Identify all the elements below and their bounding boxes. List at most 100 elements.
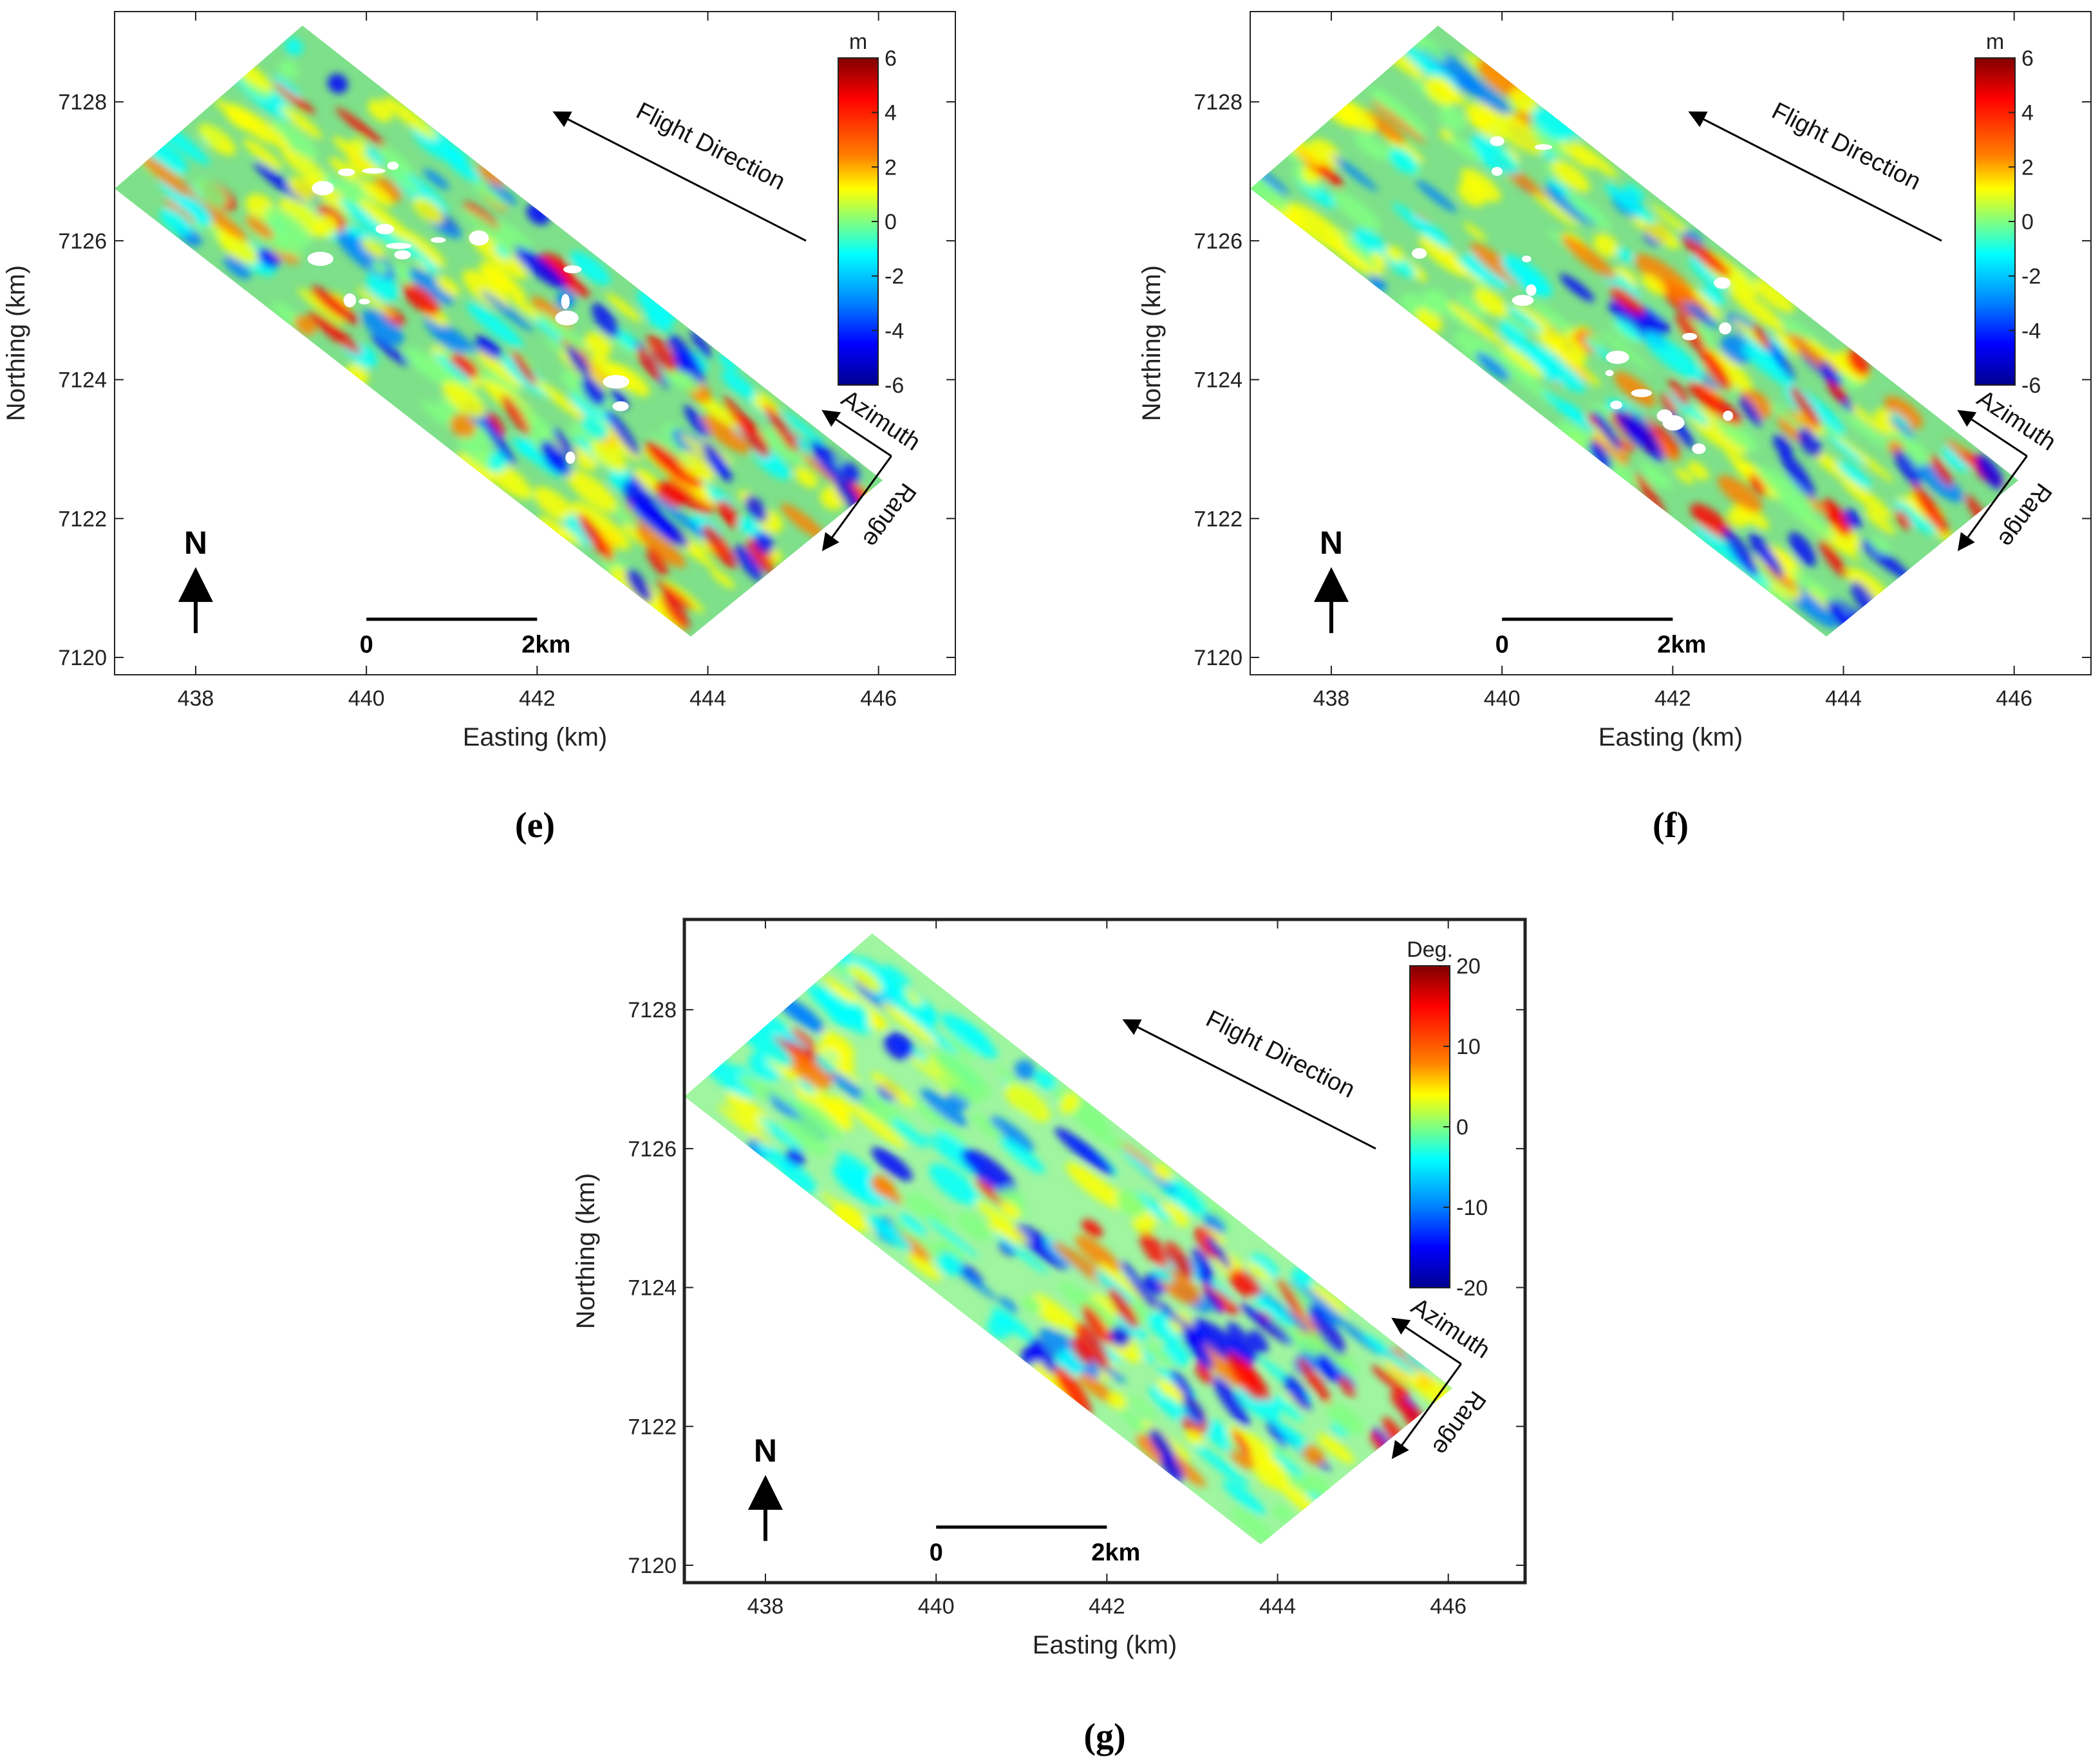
texture-blob xyxy=(941,1013,998,1059)
panel-g: 438 440 442 444 446 7120 7122 7124 7126 7128 Easti… xyxy=(572,918,1527,1756)
texture-blob xyxy=(1456,292,1487,317)
texture-blob xyxy=(993,1231,1049,1275)
colorbar-tick-label: -20 xyxy=(1456,1276,1488,1301)
texture-blob xyxy=(1327,1402,1365,1436)
texture-blob xyxy=(1841,478,1893,519)
texture-blob xyxy=(590,440,627,473)
no-data-patch xyxy=(1522,256,1532,263)
texture-blob xyxy=(297,288,344,325)
feature-blob xyxy=(684,404,709,438)
feature-blob xyxy=(1074,1322,1110,1368)
no-data-patch xyxy=(561,294,570,309)
texture-blob xyxy=(1587,334,1604,348)
no-data-patch xyxy=(387,162,399,170)
x-axis-label: Easting (km) xyxy=(1598,723,1743,751)
texture-blob xyxy=(1458,72,1511,115)
texture-blob xyxy=(1271,1451,1304,1478)
texture-blob xyxy=(327,73,348,94)
feature-blob xyxy=(1170,1369,1195,1402)
feature-blob xyxy=(1660,393,1677,414)
texture-blob xyxy=(198,124,236,156)
texture-blob xyxy=(423,260,439,274)
texture-blob xyxy=(473,181,505,207)
texture-blob xyxy=(655,580,694,610)
axes-frame xyxy=(114,11,956,675)
no-data-patch xyxy=(1692,443,1706,455)
colorbar-tick-label: 4 xyxy=(885,101,897,126)
texture-blob xyxy=(1415,180,1458,213)
texture-blob xyxy=(442,381,485,418)
feature-blob xyxy=(1895,509,1912,531)
texture-blob xyxy=(790,1028,818,1050)
texture-blob xyxy=(536,310,590,353)
texture-blob xyxy=(279,197,326,237)
texture-blob xyxy=(1741,345,1795,389)
texture-blob xyxy=(1593,233,1619,258)
texture-blob xyxy=(279,60,299,79)
texture-blob xyxy=(1501,254,1553,298)
feature-blob xyxy=(566,346,592,380)
feature-blob xyxy=(702,524,736,569)
texture-blob xyxy=(1571,140,1618,178)
scale-bar-end-label: 2km xyxy=(1091,1540,1140,1567)
texture-blob xyxy=(1203,1213,1226,1234)
texture-blob xyxy=(413,197,444,224)
axes-frame xyxy=(682,918,1527,1585)
texture-blob xyxy=(1362,1333,1418,1377)
texture-blob xyxy=(870,1072,915,1107)
x-tick-label: 446 xyxy=(860,686,897,711)
texture-blob xyxy=(511,437,561,478)
feature-blob xyxy=(1297,1358,1331,1404)
texture-blob xyxy=(1253,1458,1289,1491)
north-label: N xyxy=(184,525,207,561)
feature-blob xyxy=(487,411,505,436)
texture-blob xyxy=(245,215,274,240)
texture-blob xyxy=(926,1217,979,1258)
texture-blob xyxy=(1132,1218,1152,1235)
texture-blob xyxy=(614,506,637,525)
texture-blob xyxy=(1550,334,1587,366)
texture-blob xyxy=(462,351,520,397)
no-data-patch xyxy=(1526,284,1537,296)
feature-blob xyxy=(629,475,664,523)
texture-blob xyxy=(1609,286,1645,315)
texture-blob xyxy=(1644,469,1666,488)
x-tick-label: 442 xyxy=(1089,1594,1125,1619)
texture-blob xyxy=(1000,1201,1021,1220)
texture-blob xyxy=(542,259,590,297)
texture-blob xyxy=(1532,192,1579,229)
feature-blob xyxy=(1165,1241,1194,1279)
feature-blob xyxy=(1226,1352,1263,1401)
texture-blob xyxy=(1889,411,1911,428)
texture-blob xyxy=(1442,253,1487,288)
feature-blob xyxy=(1748,532,1776,568)
texture-blob xyxy=(781,411,825,446)
feature-blob xyxy=(1788,532,1816,567)
no-data-patch xyxy=(431,237,446,243)
feature-blob xyxy=(646,334,677,373)
feature-blob xyxy=(1826,377,1846,402)
no-data-patch xyxy=(343,293,357,308)
texture-blob xyxy=(1185,1429,1203,1446)
texture-blob xyxy=(998,1239,1017,1256)
feature-blob xyxy=(1911,484,1949,535)
texture-blob xyxy=(784,1050,831,1089)
feature-blob xyxy=(1248,1329,1269,1354)
feature-blob xyxy=(1213,1377,1250,1427)
texture-blob xyxy=(423,169,449,190)
texture-blob xyxy=(1422,289,1449,315)
feature-blob xyxy=(1723,528,1759,577)
texture-blob xyxy=(265,207,313,247)
texture-blob xyxy=(614,329,641,352)
texture-blob xyxy=(1332,155,1378,192)
colorbar-tick-label: 6 xyxy=(2021,46,2034,71)
no-data-patch xyxy=(612,401,629,411)
texture-blob xyxy=(881,1001,937,1045)
texture-blob xyxy=(1840,410,1889,448)
texture-blob xyxy=(1500,343,1545,379)
flight-direction-arrow xyxy=(552,111,807,242)
texture-blob xyxy=(899,1213,926,1236)
texture-blob xyxy=(1551,160,1590,193)
feature-blob xyxy=(1181,1328,1213,1370)
texture-blob xyxy=(970,1113,1006,1142)
